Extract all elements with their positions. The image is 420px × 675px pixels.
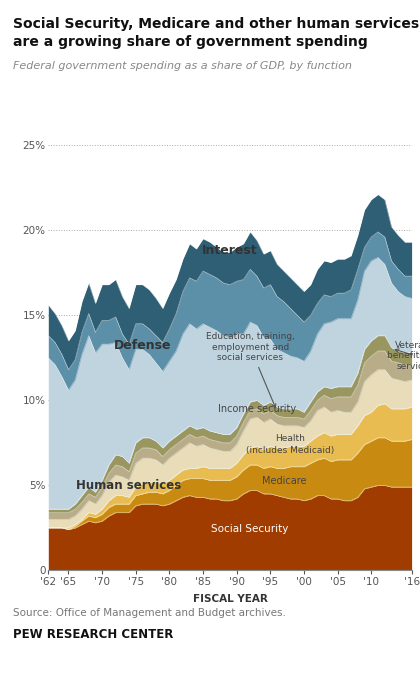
Text: Health
(includes Medicaid): Health (includes Medicaid) <box>247 435 335 454</box>
Text: Human services: Human services <box>76 479 182 492</box>
Text: Social Security, Medicare and other human services: Social Security, Medicare and other huma… <box>13 17 419 31</box>
Text: Medicare: Medicare <box>262 476 306 486</box>
X-axis label: FISCAL YEAR: FISCAL YEAR <box>192 594 268 604</box>
Text: Interest: Interest <box>202 244 258 257</box>
Text: Defense: Defense <box>114 340 171 352</box>
Text: Veterans
benefits and
services: Veterans benefits and services <box>386 341 420 371</box>
Text: Source: Office of Management and Budget archives.: Source: Office of Management and Budget … <box>13 608 286 618</box>
Text: Income security: Income security <box>218 404 296 414</box>
Text: Other: Other <box>55 266 95 279</box>
Text: PEW RESEARCH CENTER: PEW RESEARCH CENTER <box>13 628 173 641</box>
Text: are a growing share of government spending: are a growing share of government spendi… <box>13 35 368 49</box>
Text: Federal government spending as a share of GDP, by function: Federal government spending as a share o… <box>13 61 352 71</box>
Text: Education, training,
employment and
social services: Education, training, employment and soci… <box>206 332 294 408</box>
Text: Social Security: Social Security <box>211 524 289 534</box>
